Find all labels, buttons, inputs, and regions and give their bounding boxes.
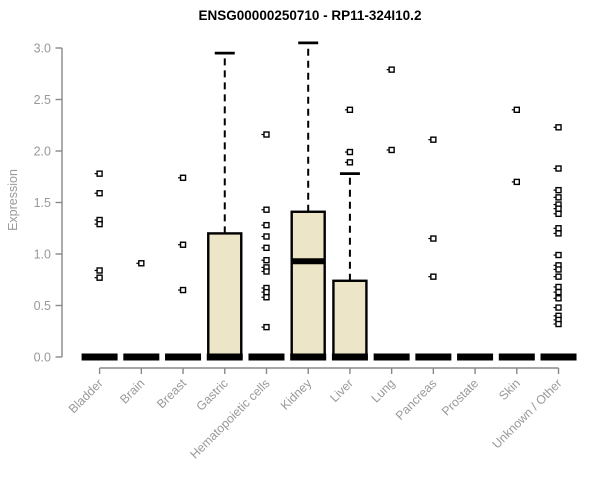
zero-median-bar-skin (498, 353, 535, 361)
y-tick-label: 1.0 (34, 248, 51, 262)
outlier-point-hematopoietic-cells (263, 256, 270, 264)
outlier-point-hematopoietic-cells (263, 294, 270, 301)
outlier-point-lung (388, 66, 395, 73)
outlier-point-unknown-other (555, 205, 562, 212)
x-tick-label-bladder: Bladder (66, 376, 106, 416)
zero-median-bar-kidney (290, 353, 327, 361)
outlier-point-hematopoietic-cells (263, 221, 270, 229)
outlier-point-unknown-other (555, 273, 562, 280)
outlier-point-breast (179, 174, 187, 181)
outlier-point-bladder (96, 170, 103, 177)
outlier-point-unknown-other (555, 230, 562, 237)
x-tick-label-kidney: Kidney (278, 376, 315, 413)
outlier-point-hematopoietic-cells (263, 323, 270, 331)
outlier-point-liver (346, 159, 354, 166)
outlier-point-bladder (96, 267, 103, 274)
outlier-point-unknown-other (555, 251, 562, 259)
outlier-point-unknown-other (555, 288, 562, 296)
outlier-point-skin (513, 106, 520, 114)
x-tick-label-liver: Liver (327, 376, 356, 405)
outlier-point-unknown-other (555, 304, 562, 311)
zero-median-bar-unknown-other (540, 353, 577, 361)
outlier-point-breast (179, 286, 187, 294)
outlier-point-hematopoietic-cells (263, 288, 270, 296)
x-tick-label-gastric: Gastric (193, 376, 230, 413)
outlier-point-liver (346, 106, 354, 114)
y-tick-label: 1.5 (34, 196, 51, 210)
outlier-point-pancreas (430, 273, 437, 280)
x-tick-label-hematopoietic-cells: Hematopoietic cells (187, 376, 272, 461)
zero-median-bar-liver (331, 353, 368, 361)
outlier-point-hematopoietic-cells (263, 131, 270, 138)
y-tick-label: 0.5 (34, 299, 51, 313)
x-tick-label-pancreas: Pancreas (393, 376, 440, 423)
outlier-point-unknown-other (555, 225, 562, 232)
outlier-point-bladder (96, 220, 103, 228)
outlier-point-liver (346, 148, 354, 156)
outlier-point-pancreas (430, 235, 437, 242)
y-tick-label: 2.5 (34, 93, 51, 107)
outlier-point-hematopoietic-cells (263, 233, 270, 240)
outlier-point-bladder (96, 190, 103, 197)
outlier-point-skin (513, 178, 520, 186)
y-tick-label: 3.0 (34, 42, 51, 56)
outlier-point-brain (138, 260, 145, 267)
x-tick-label-skin: Skin (496, 376, 523, 403)
zero-median-bar-prostate (457, 353, 494, 361)
zero-median-bar-hematopoietic-cells (248, 353, 285, 361)
x-tick-label-breast: Breast (154, 376, 189, 411)
outlier-point-lung (388, 146, 395, 154)
outlier-point-hematopoietic-cells (263, 206, 270, 213)
x-tick-label-brain: Brain (117, 376, 147, 406)
x-tick-label-lung: Lung (369, 376, 398, 405)
box-liver (332, 279, 368, 360)
zero-median-bar-breast (165, 353, 202, 361)
chart-title: ENSG00000250710 - RP11-324I10.2 (198, 8, 422, 23)
outlier-point-unknown-other (555, 266, 562, 273)
y-tick-label: 0.0 (34, 351, 51, 365)
box-gastric (207, 232, 243, 360)
outlier-point-hematopoietic-cells (263, 244, 270, 252)
outlier-point-unknown-other (555, 283, 562, 291)
zero-median-bar-bladder (81, 353, 118, 361)
zero-median-bar-brain (123, 353, 160, 361)
outlier-point-unknown-other (555, 165, 562, 172)
y-tick-label: 2.0 (34, 145, 51, 159)
outlier-point-bladder (96, 274, 103, 281)
outlier-point-hematopoietic-cells (263, 268, 270, 275)
outlier-point-unknown-other (555, 320, 562, 328)
zero-median-bar-lung (373, 353, 410, 361)
outlier-point-pancreas (430, 136, 437, 143)
x-tick-label-prostate: Prostate (439, 376, 481, 418)
outlier-point-unknown-other (555, 210, 562, 218)
outlier-point-unknown-other (555, 124, 562, 131)
zero-median-bar-pancreas (415, 353, 452, 361)
box-kidney (290, 210, 326, 360)
outlier-point-breast (179, 241, 187, 248)
outlier-point-unknown-other (555, 194, 562, 201)
outlier-point-unknown-other (555, 186, 562, 194)
zero-median-bar-gastric (206, 353, 243, 361)
outlier-point-unknown-other (555, 295, 562, 302)
